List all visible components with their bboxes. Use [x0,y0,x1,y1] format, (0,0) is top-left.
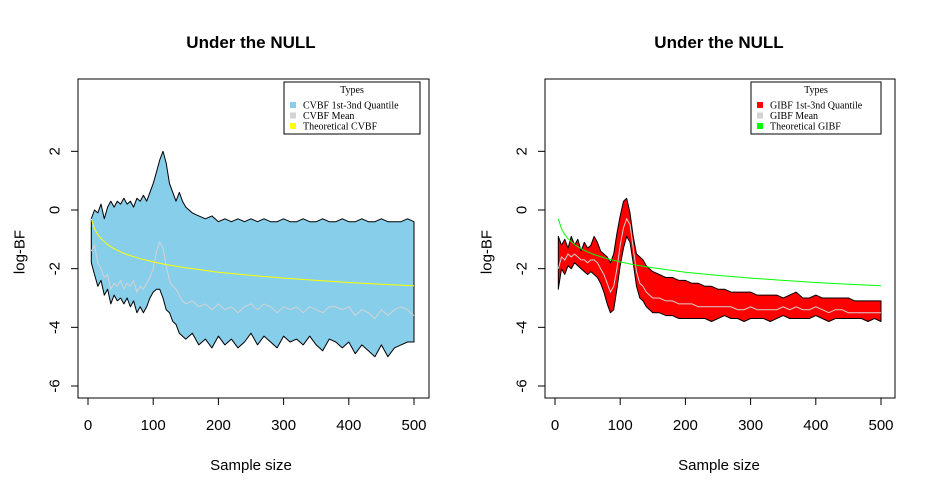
x-tick-label: 300 [738,417,763,434]
legend-label-theoretical-gibf: Theoretical GIBF [770,122,841,133]
series-line-theoretical-cvbf [90,218,415,287]
legend-label-cvbf-mean: CVBF Mean [303,111,354,122]
x-tick-label: 200 [673,417,698,434]
legend-label-gibf-1st-3nd-quantile: GIBF 1st-3nd Quantile [770,101,863,112]
series-line-theoretical-gibf [557,218,882,287]
x-tick-label: 500 [868,417,893,434]
x-tick-label: 300 [271,417,296,434]
series-line-cvbf-mean [90,241,415,320]
x-tick-label: 200 [206,417,231,434]
y-axis: -6 -4 -2 0 2 [47,147,79,393]
y-axis-label: log-BF [479,230,496,274]
legend-swatch-gibf-mean [757,112,763,119]
legend-label-cvbf-1st-3nd-quantile: CVBF 1st-3nd Quantile [303,101,399,112]
y-tick-label: -4 [47,321,64,334]
legend-title: Types [340,85,364,96]
legend-swatch-gibf-1st-3nd-quantile [757,102,763,108]
legend-swatch-cvbf-mean [290,112,296,119]
y-tick-label: -2 [514,262,531,275]
series-band-cvbf-1st-3nd-quantile [90,150,415,358]
series-band-gibf-1st-3nd-quantile [557,197,882,322]
y-tick-label: -4 [514,321,531,334]
legend-label-theoretical-cvbf: Theoretical CVBF [303,122,378,133]
legend-swatch-theoretical-cvbf [290,123,296,129]
x-tick-label: 500 [401,417,426,434]
legend-swatch-theoretical-gibf [757,123,763,129]
y-axis: -6 -4 -2 0 2 [514,147,546,393]
panel-gibf: Under the NULL 0 100 200 300 400 500 -6 -4 -2 0 2 Sa… [479,33,896,474]
y-tick-label: 0 [514,206,531,214]
y-tick-label: 2 [47,147,64,155]
x-axis-label: Sample size [678,457,760,474]
x-axis-label: Sample size [210,457,292,474]
y-tick-label: 0 [47,206,64,214]
x-axis: 0 100 200 300 400 500 [84,397,427,434]
x-axis: 0 100 200 300 400 500 [551,397,894,434]
y-tick-label: 2 [514,147,531,155]
x-tick-label: 400 [803,417,828,434]
y-axis-label: log-BF [12,230,29,274]
chart-title: Under the NULL [186,33,315,52]
y-tick-label: -6 [47,379,64,392]
series-line-gibf-mean [557,217,881,314]
legend-title: Types [804,85,828,96]
x-tick-label: 100 [608,417,633,434]
legend-box [283,81,421,135]
x-tick-label: 400 [336,417,361,434]
legend-box [750,81,882,135]
y-tick-label: -2 [47,262,64,275]
y-tick-label: -6 [514,379,531,392]
legend-swatch-cvbf-1st-3nd-quantile [290,102,296,108]
panel-cvbf: Under the NULL 0 100 200 300 400 500 -6 -4 -2 0 2 Sa… [12,33,430,474]
legend-label-gibf-mean: GIBF Mean [770,111,818,122]
chart-title: Under the NULL [654,33,783,52]
x-tick-label: 0 [84,417,92,434]
x-tick-label: 100 [141,417,166,434]
x-tick-label: 0 [551,417,559,434]
